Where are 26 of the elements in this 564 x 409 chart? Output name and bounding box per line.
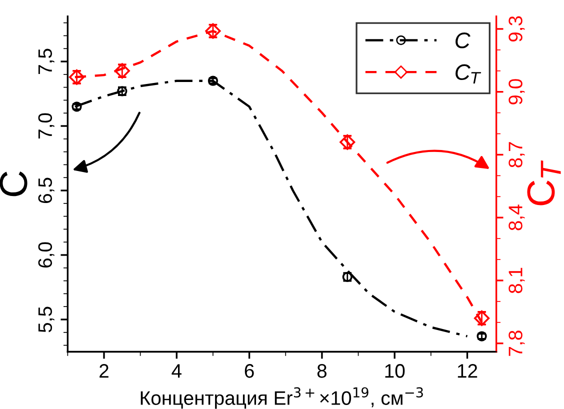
y-tick-label: 6,5 [38,178,54,204]
y2-tick-label: 7,8 [508,330,525,356]
y2-tick-label: 8,7 [508,142,525,168]
x-axis-title: Концентрация Er$^{3+}$×10$^{19}$, см$^{−3}$ [140,387,423,409]
y-tick-label: 6,0 [38,242,54,268]
point [474,310,490,326]
y2-axis-title: C$_{T}$ [527,160,561,206]
y-tick-label: 7,5 [38,48,54,74]
y-tick-label: 7,0 [38,113,54,139]
x-tick-label: 8 [317,364,327,378]
y-tick-label: 5,5 [38,306,54,332]
y2-tick-label: 8,1 [508,268,525,294]
x-tick-label: 10 [385,364,405,378]
y2-tick-label: 9,0 [508,79,525,104]
legend-label: C [456,32,470,48]
point [340,134,356,150]
point [68,69,85,85]
y-axis-title: C [0,171,28,196]
y2-tick-label: 9,3 [508,16,525,42]
x-tick-label: 12 [458,364,478,378]
legend-label: C$_{T}$ [456,64,482,84]
y2-tick-label: 8,4 [508,204,525,230]
x-tick-label: 4 [172,364,182,378]
x-tick-label: 6 [244,364,254,378]
x-tick-label: 2 [100,364,108,378]
point [114,63,130,79]
